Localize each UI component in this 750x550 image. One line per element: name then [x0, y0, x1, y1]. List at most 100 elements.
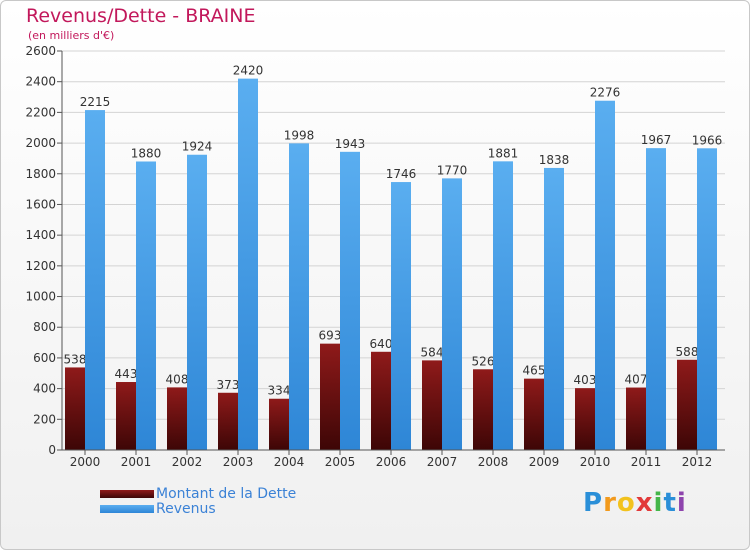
data-label: 526	[472, 354, 495, 368]
data-label: 640	[370, 337, 393, 351]
data-label: 408	[166, 372, 189, 386]
y-tick-label: 2400	[25, 75, 56, 89]
bar-revenus	[493, 161, 513, 450]
bar-dette	[371, 351, 391, 450]
bar-dette	[269, 398, 289, 450]
legend-label-revenus: Revenus	[156, 500, 216, 517]
y-tick-label: 2000	[25, 136, 56, 150]
x-tick-label: 2009	[529, 455, 560, 469]
data-label: 1967	[641, 133, 672, 147]
data-label: 588	[676, 345, 699, 359]
bar-dette	[320, 343, 340, 450]
data-label: 1998	[284, 128, 315, 142]
bar-dette	[422, 360, 442, 450]
y-tick-label: 1200	[25, 259, 56, 273]
bar-revenus	[187, 154, 207, 451]
x-tick-label: 2011	[631, 455, 662, 469]
bar-revenus	[136, 161, 156, 450]
legend-label-dette: Montant de la Dette	[156, 485, 297, 502]
y-tick-label: 1800	[25, 167, 56, 181]
y-axis: 0 200 400 600 800 1000 1200 1400 1600 1800 2000 220…	[25, 44, 63, 457]
chart-subtitle: (en milliers d'€)	[28, 29, 115, 42]
bar-dette	[116, 382, 136, 450]
bar-revenus	[697, 148, 717, 450]
data-label: 403	[574, 373, 597, 387]
legend-item-dette: Montant de la Dette	[100, 485, 297, 502]
data-label: 2276	[590, 86, 621, 100]
logo-letter: x	[635, 488, 654, 518]
bar-dette	[473, 369, 493, 450]
chart-title: Revenus/Dette - BRAINE	[26, 5, 256, 27]
bar-revenus	[646, 148, 666, 450]
data-label: 2215	[80, 95, 111, 109]
data-label: 1880	[131, 146, 162, 160]
x-tick-label: 2012	[682, 455, 713, 469]
bar-revenus	[340, 151, 360, 451]
data-label: 1966	[692, 133, 723, 147]
x-tick-label: 2006	[376, 455, 407, 469]
logo-letter: P	[583, 488, 604, 518]
x-axis: 2000 2001 2002 2003 2004 2005 2006 2007 2008 2009…	[62, 449, 725, 469]
y-tick-label: 2600	[25, 44, 56, 58]
legend: Montant de la Dette Revenus	[100, 485, 297, 517]
bar-dette	[575, 388, 595, 450]
data-label: 465	[523, 364, 546, 378]
data-label: 373	[217, 378, 240, 392]
y-tick-label: 400	[33, 382, 56, 396]
bar-revenus	[289, 143, 309, 450]
data-label: 334	[268, 384, 291, 398]
x-tick-label: 2002	[172, 455, 203, 469]
x-tick-label: 2001	[121, 455, 152, 469]
x-tick-label: 2000	[70, 455, 101, 469]
logo-letter: o	[616, 488, 636, 518]
data-label: 407	[625, 373, 648, 387]
y-tick-label: 200	[33, 412, 56, 426]
proxiti-logo: Proxiti	[583, 488, 687, 518]
y-tick-label: 800	[33, 320, 56, 334]
bar-revenus	[544, 167, 564, 451]
logo-letter: t	[663, 488, 677, 518]
data-label: 1924	[182, 140, 213, 154]
bar-dette	[167, 387, 187, 450]
bar-revenus	[442, 178, 462, 450]
bars: 538 2215 443 1880 408 1924 373 2420 334 1998 693 19…	[64, 64, 723, 451]
bar-dette	[626, 387, 646, 450]
y-tick-label: 1000	[25, 290, 56, 304]
data-label: 693	[319, 329, 342, 343]
x-tick-label: 2004	[274, 455, 305, 469]
data-label: 1943	[335, 137, 366, 151]
y-tick-label: 1400	[25, 228, 56, 242]
bar-dette	[677, 359, 697, 450]
data-label: 2420	[233, 64, 264, 78]
data-label: 1770	[437, 163, 468, 177]
y-tick-label: 1600	[25, 197, 56, 211]
y-tick-label: 600	[33, 351, 56, 365]
bar-dette	[524, 378, 544, 450]
bar-revenus	[238, 78, 258, 450]
y-tick-label: 2200	[25, 105, 56, 119]
legend-swatch-revenus	[100, 504, 154, 513]
logo-letter: i	[676, 488, 687, 518]
data-label: 584	[421, 345, 444, 359]
bar-revenus	[391, 182, 411, 450]
x-tick-label: 2003	[223, 455, 254, 469]
bar-dette	[65, 367, 85, 450]
data-label: 1838	[539, 153, 570, 167]
data-label: 1746	[386, 167, 417, 181]
y-tick-label: 0	[48, 443, 56, 457]
legend-item-revenus: Revenus	[100, 500, 296, 517]
x-tick-label: 2010	[580, 455, 611, 469]
x-tick-label: 2008	[478, 455, 509, 469]
bar-dette	[218, 392, 238, 450]
x-tick-label: 2007	[427, 455, 458, 469]
logo-letter: r	[603, 488, 617, 518]
logo-letter: i	[653, 488, 664, 518]
bar-revenus	[85, 110, 105, 450]
x-tick-label: 2005	[325, 455, 356, 469]
data-label: 443	[115, 367, 138, 381]
data-label: 538	[64, 352, 87, 366]
data-label: 1881	[488, 146, 519, 160]
legend-swatch-dette	[100, 489, 154, 498]
